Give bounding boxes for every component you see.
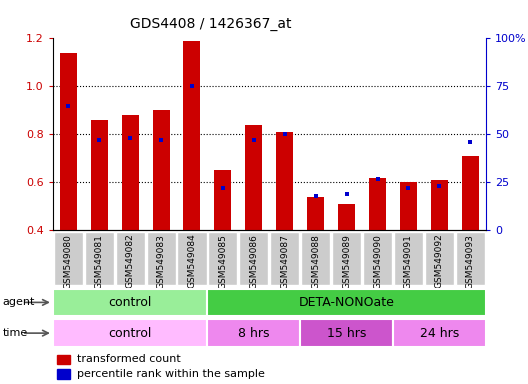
FancyBboxPatch shape — [53, 319, 208, 347]
Point — [280, 131, 289, 137]
FancyBboxPatch shape — [177, 232, 206, 285]
Bar — [214, 170, 231, 230]
Bar — [369, 177, 386, 230]
Bar — [91, 120, 108, 230]
Text: DETA-NONOate: DETA-NONOate — [299, 296, 394, 309]
Point — [342, 191, 351, 197]
FancyBboxPatch shape — [332, 232, 361, 285]
Text: GSM549087: GSM549087 — [280, 234, 289, 289]
Text: GDS4408 / 1426367_at: GDS4408 / 1426367_at — [130, 17, 292, 31]
Point — [64, 103, 72, 109]
FancyBboxPatch shape — [53, 289, 208, 316]
Bar — [338, 204, 355, 230]
Point — [126, 135, 134, 141]
FancyBboxPatch shape — [54, 232, 83, 285]
Point — [250, 137, 258, 143]
FancyBboxPatch shape — [239, 232, 268, 285]
Point — [373, 175, 382, 182]
FancyBboxPatch shape — [116, 232, 145, 285]
FancyBboxPatch shape — [208, 319, 300, 347]
Text: GSM549086: GSM549086 — [249, 234, 258, 289]
Text: GSM549093: GSM549093 — [466, 234, 475, 289]
Bar — [58, 355, 70, 364]
Text: GSM549080: GSM549080 — [64, 234, 73, 289]
Point — [312, 193, 320, 199]
Bar — [121, 115, 139, 230]
FancyBboxPatch shape — [209, 232, 238, 285]
FancyBboxPatch shape — [394, 232, 423, 285]
Text: GSM549091: GSM549091 — [404, 234, 413, 289]
Text: control: control — [108, 327, 152, 339]
Point — [157, 137, 165, 143]
Text: agent: agent — [3, 297, 35, 307]
Bar — [276, 132, 293, 230]
Bar — [400, 182, 417, 230]
Text: control: control — [108, 296, 152, 309]
Text: GSM549088: GSM549088 — [311, 234, 320, 289]
FancyBboxPatch shape — [456, 232, 485, 285]
FancyBboxPatch shape — [301, 232, 330, 285]
FancyBboxPatch shape — [393, 319, 486, 347]
Point — [219, 185, 227, 191]
Text: 15 hrs: 15 hrs — [327, 327, 366, 339]
Bar — [60, 53, 77, 230]
Text: GSM549090: GSM549090 — [373, 234, 382, 289]
Text: GSM549084: GSM549084 — [187, 234, 196, 288]
Bar — [462, 156, 479, 230]
Bar — [246, 125, 262, 230]
FancyBboxPatch shape — [363, 232, 392, 285]
Text: 8 hrs: 8 hrs — [238, 327, 270, 339]
Point — [188, 83, 196, 89]
Text: percentile rank within the sample: percentile rank within the sample — [78, 369, 266, 379]
Bar — [153, 111, 169, 230]
Text: GSM549083: GSM549083 — [156, 234, 166, 289]
Text: GSM549089: GSM549089 — [342, 234, 351, 289]
Text: 24 hrs: 24 hrs — [420, 327, 459, 339]
Bar — [183, 41, 201, 230]
FancyBboxPatch shape — [146, 232, 176, 285]
Text: time: time — [3, 328, 28, 338]
Bar — [431, 180, 448, 230]
FancyBboxPatch shape — [425, 232, 454, 285]
Text: GSM549092: GSM549092 — [435, 234, 444, 288]
Point — [404, 185, 413, 191]
Bar — [307, 197, 324, 230]
Text: GSM549085: GSM549085 — [219, 234, 228, 289]
FancyBboxPatch shape — [270, 232, 299, 285]
Bar — [58, 369, 70, 379]
Text: GSM549082: GSM549082 — [126, 234, 135, 288]
Text: transformed count: transformed count — [78, 354, 181, 364]
FancyBboxPatch shape — [84, 232, 114, 285]
Text: GSM549081: GSM549081 — [95, 234, 103, 289]
Point — [466, 139, 475, 145]
FancyBboxPatch shape — [208, 289, 486, 316]
Point — [95, 137, 103, 143]
FancyBboxPatch shape — [300, 319, 393, 347]
Point — [435, 183, 444, 189]
